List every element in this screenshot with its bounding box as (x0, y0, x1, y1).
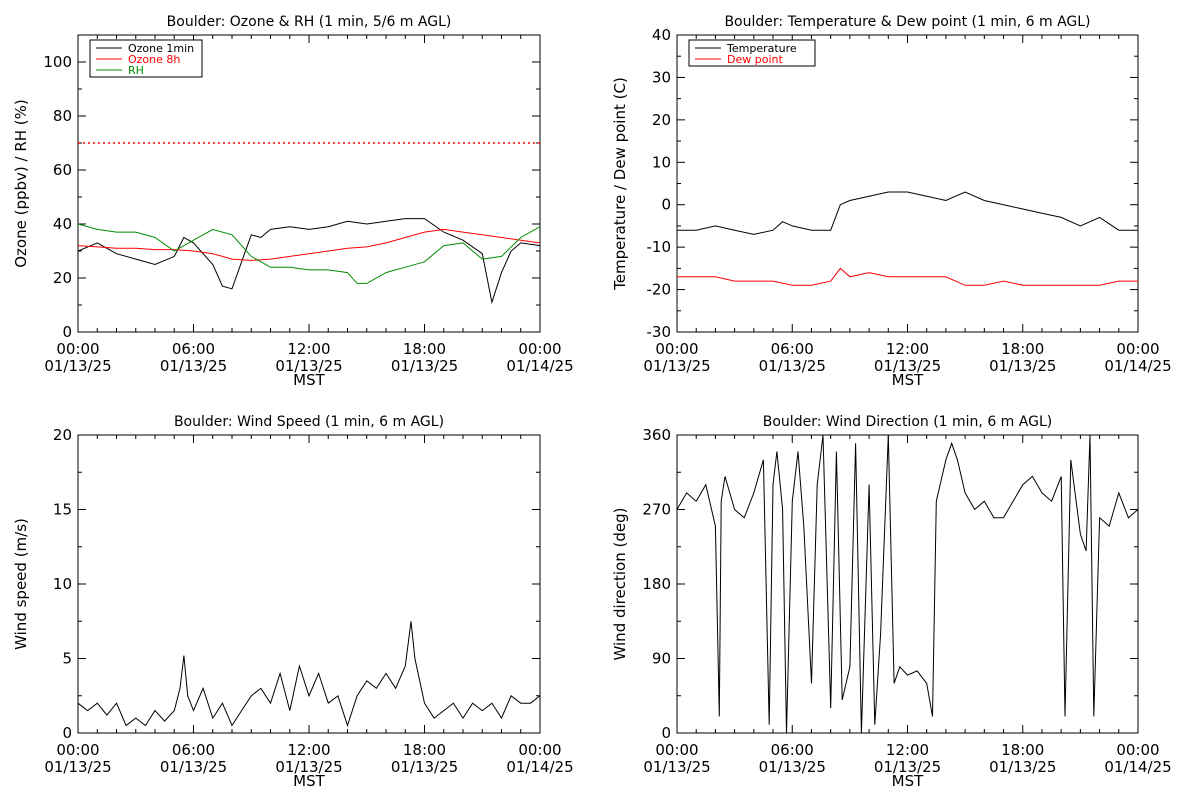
y-tick-label: 0 (62, 724, 72, 742)
y-tick-label: 10 (53, 575, 72, 593)
x-tick-label-time: 00:00 (655, 340, 698, 358)
x-tick-label-date: 01/13/25 (275, 758, 342, 776)
x-axis-label: MST (892, 371, 924, 389)
x-tick-label-date: 01/13/25 (643, 758, 710, 776)
x-tick-label-time: 00:00 (1116, 340, 1159, 358)
legend-entry: Ozone 1min (128, 42, 194, 55)
x-tick-label-date: 01/13/25 (391, 758, 458, 776)
chart-panel-1: Boulder: Ozone & RH (1 min, 5/6 m AGL)00… (12, 14, 574, 389)
x-tick-label-date: 01/13/25 (643, 357, 710, 375)
x-tick-label-date: 01/13/25 (759, 357, 826, 375)
y-tick-label: 30 (652, 68, 671, 86)
chart-title: Boulder: Wind Speed (1 min, 6 m AGL) (174, 414, 444, 430)
x-tick-label-time: 18:00 (403, 340, 446, 358)
y-tick-label: 90 (652, 650, 671, 668)
x-tick-label-time: 18:00 (403, 741, 446, 759)
x-tick-label-time: 00:00 (655, 741, 698, 759)
x-tick-label-time: 06:00 (771, 340, 814, 358)
y-axis-label: Temperature / Dew point (C) (611, 77, 629, 291)
y-tick-label: 0 (661, 724, 671, 742)
legend-entry: Ozone 8h (128, 53, 180, 66)
x-tick-label-date: 01/13/25 (759, 758, 826, 776)
legend-entry: RH (128, 64, 144, 77)
series-line-1 (677, 435, 1138, 733)
x-tick-label-date: 01/14/25 (506, 357, 573, 375)
x-tick-label-date: 01/13/25 (874, 357, 941, 375)
x-tick-label-date: 01/14/25 (506, 758, 573, 776)
x-tick-label-date: 01/13/25 (44, 357, 111, 375)
x-tick-label-time: 00:00 (56, 340, 99, 358)
y-tick-label: 0 (62, 323, 72, 341)
x-tick-label-time: 00:00 (518, 741, 561, 759)
y-tick-label: 360 (642, 426, 671, 444)
x-tick-label-date: 01/13/25 (874, 758, 941, 776)
y-tick-label: 0 (661, 196, 671, 214)
y-axis-label: Wind direction (deg) (611, 508, 629, 661)
x-tick-label-time: 00:00 (518, 340, 561, 358)
x-tick-label-time: 18:00 (1001, 741, 1044, 759)
y-tick-label: 5 (62, 650, 72, 668)
x-tick-label-time: 06:00 (172, 340, 215, 358)
legend-box (688, 39, 816, 67)
x-tick-label-date: 01/13/25 (160, 357, 227, 375)
y-tick-label: 180 (642, 575, 671, 593)
x-tick-label-date: 01/13/25 (44, 758, 111, 776)
x-tick-label-time: 12:00 (886, 741, 929, 759)
y-tick-label: 80 (53, 107, 72, 125)
y-tick-label: 20 (652, 111, 671, 129)
x-tick-label-date: 01/14/25 (1104, 357, 1171, 375)
x-tick-label-date: 01/13/25 (391, 357, 458, 375)
x-tick-label-time: 00:00 (56, 741, 99, 759)
legend-entry: Dew point (727, 53, 783, 66)
chart-title: Boulder: Wind Direction (1 min, 6 m AGL) (763, 414, 1052, 430)
series-line-temperature (677, 191, 1138, 235)
y-tick-label: 40 (53, 215, 72, 233)
x-axis-label: MST (293, 772, 325, 790)
x-tick-label-date: 01/14/25 (1104, 758, 1171, 776)
series-line-rh (78, 223, 540, 284)
x-tick-label-date: 01/13/25 (275, 357, 342, 375)
chart-panel-2: Boulder: Temperature & Dew point (1 min,… (611, 14, 1172, 389)
y-tick-label: 15 (53, 501, 72, 519)
x-tick-label-time: 12:00 (886, 340, 929, 358)
legend-entry: Temperature (726, 42, 797, 55)
x-tick-label-date: 01/13/25 (160, 758, 227, 776)
x-tick-label-time: 12:00 (287, 340, 330, 358)
chart-panel-4: Boulder: Wind Direction (1 min, 6 m AGL)… (611, 414, 1172, 790)
y-tick-label: 20 (53, 269, 72, 287)
series-line-1 (78, 621, 540, 728)
x-tick-label-time: 06:00 (771, 741, 814, 759)
x-tick-label-time: 12:00 (287, 741, 330, 759)
x-tick-label-date: 01/13/25 (989, 758, 1056, 776)
y-axis-label: Wind speed (m/s) (12, 518, 30, 650)
y-tick-label: -20 (647, 281, 672, 299)
y-tick-label: 40 (652, 26, 671, 44)
y-tick-label: -30 (647, 323, 672, 341)
y-tick-label: 10 (652, 153, 671, 171)
series-line-ozone-1min (78, 218, 540, 305)
series-line-dew-point (677, 267, 1138, 286)
x-axis-label: MST (293, 371, 325, 389)
chart-title: Boulder: Temperature & Dew point (1 min,… (724, 14, 1090, 30)
y-axis-label: Ozone (ppbv) / RH (%) (12, 99, 30, 268)
y-tick-label: 270 (642, 501, 671, 519)
x-tick-label-date: 01/13/25 (989, 357, 1056, 375)
series-line-ozone-8h (78, 228, 540, 261)
x-axis-label: MST (892, 772, 924, 790)
y-tick-label: 60 (53, 161, 72, 179)
y-tick-label: 100 (43, 53, 72, 71)
chart-panel-3: Boulder: Wind Speed (1 min, 6 m AGL) 00:0… (12, 414, 574, 790)
chart-title: Boulder: Ozone & RH (1 min, 5/6 m AGL) (167, 14, 452, 30)
y-tick-label: -10 (647, 238, 672, 256)
x-tick-label-time: 06:00 (172, 741, 215, 759)
x-tick-label-time: 18:00 (1001, 340, 1044, 358)
y-tick-label: 20 (53, 426, 72, 444)
x-tick-label-time: 00:00 (1116, 741, 1159, 759)
